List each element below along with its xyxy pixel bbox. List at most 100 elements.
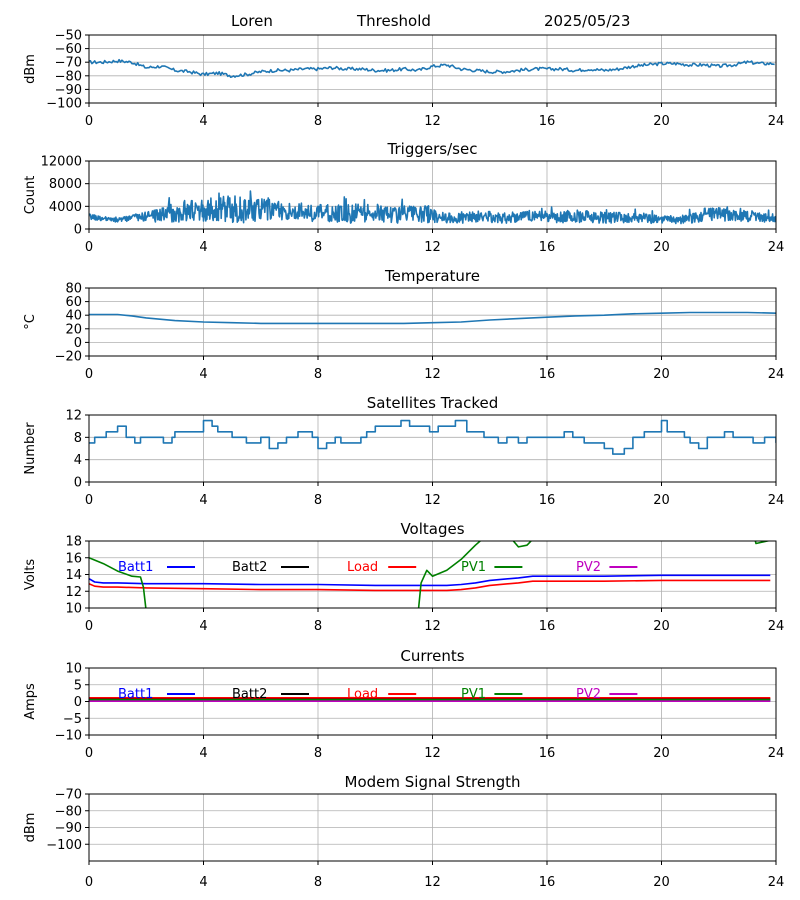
panel-title: Currents [400,647,464,665]
legend-label-load: Load [347,560,378,575]
legend-label-batt2: Batt2 [232,560,267,575]
header-mode: Threshold [357,12,431,30]
x-tick-label: 20 [653,619,670,634]
panel-modem: 0 4 8 12 16 20 24 −70−80 −90 −100 Modem Signal Str… [23,773,784,890]
series-line-load [89,579,771,592]
y-tick-label: 10 [65,662,82,677]
series-line-pv1 [89,541,772,608]
legend-label-batt2: Batt2 [232,687,267,702]
y-axis-label: dBm [23,54,38,84]
panel-title: Triggers/sec [387,140,478,158]
panel-title: Temperature [384,267,480,285]
y-tick-label: 12 [65,585,82,600]
x-tick-label: 16 [539,240,556,255]
header-station: Loren [231,12,273,30]
legend-label-pv2: PV2 [576,687,601,702]
x-tick-label: 4 [199,746,207,761]
series-line-satellites-0 [89,419,776,455]
x-tick-label: 12 [424,367,441,382]
y-tick-label: 40 [65,309,82,324]
y-tick-label: 12 [65,409,82,424]
y-tick-label: 8 [74,431,82,446]
y-tick-label: 5 [74,678,82,693]
series-line-triggers-0 [89,190,776,225]
y-tick-label: −90 [55,821,82,836]
legend-label-pv2: PV2 [576,560,601,575]
legend-label-batt1: Batt1 [118,687,153,702]
x-tick-label: 0 [85,114,93,129]
y-tick-label: 20 [65,322,82,337]
y-axis-label: Count [23,176,38,215]
x-tick-label: 8 [314,875,322,890]
x-tick-label: 20 [653,240,670,255]
x-tick-label: 4 [199,493,207,508]
x-tick-label: 16 [539,367,556,382]
panel-currents: 0 4 8 12 16 20 24 −10 −5 0 510 Currents Amps Batt1 Bat… [23,647,784,761]
series-line-signal-0 [89,58,775,78]
legend-label-batt1: Batt1 [118,560,153,575]
x-tick-label: 4 [199,240,207,255]
y-tick-label: 8000 [49,177,82,192]
x-tick-label: 0 [85,875,93,890]
x-tick-label: 12 [424,619,441,634]
x-tick-label: 24 [768,746,785,761]
series-line-batt1 [89,574,771,587]
x-tick-label: 24 [768,240,785,255]
y-axis-label: Number [23,422,38,475]
x-tick-label: 16 [539,619,556,634]
y-tick-label: −10 [55,729,82,744]
x-tick-label: 4 [199,114,207,129]
x-tick-label: 12 [424,114,441,129]
y-tick-label: 0 [74,476,82,491]
x-tick-label: 0 [85,746,93,761]
panel-triggers: 0 4 8 12 16 20 24 0 4000 8000 12000 Triggers/sec Cou… [23,140,784,255]
x-tick-label: 20 [653,746,670,761]
legend-label-pv1: PV1 [461,560,486,575]
y-tick-label: −80 [55,69,82,84]
x-tick-label: 24 [768,493,785,508]
panel-satellites: 0 4 8 12 16 20 24 0 4 8 12 Satellites Tracked Number [23,394,784,508]
y-tick-label: 10 [65,602,82,617]
y-tick-label: 14 [65,568,82,583]
y-tick-label: −90 [55,83,82,98]
x-tick-label: 20 [653,875,670,890]
y-tick-label: 0 [74,336,82,351]
header-date: 2025/05/23 [544,12,631,30]
series-line-temperature-0 [89,311,776,325]
x-tick-label: 0 [85,240,93,255]
x-tick-label: 0 [85,619,93,634]
panel-title: Modem Signal Strength [345,773,521,791]
x-tick-label: 4 [199,875,207,890]
y-tick-label: 16 [65,551,82,566]
y-tick-label: 4 [74,453,82,468]
legend-label-pv1: PV1 [461,687,486,702]
y-axis-label: Amps [23,683,38,720]
x-tick-label: 24 [768,114,785,129]
y-tick-label: 0 [74,695,82,710]
x-tick-label: 20 [653,493,670,508]
y-tick-label: −20 [55,350,82,365]
x-tick-label: 24 [768,875,785,890]
x-tick-label: 4 [199,367,207,382]
y-tick-label: −70 [55,56,82,71]
x-tick-label: 12 [424,240,441,255]
panel-signal: 0 4 8 12 16 20 24 −50−60−70−80−90−100 dBm [23,29,784,130]
x-tick-label: 8 [314,240,322,255]
x-tick-label: 20 [653,367,670,382]
y-tick-label: −80 [55,804,82,819]
y-tick-label: 60 [65,295,82,310]
y-axis-label: dBm [23,813,38,843]
y-tick-label: 0 [74,223,82,238]
y-tick-label: 80 [65,282,82,297]
x-tick-label: 8 [314,619,322,634]
x-tick-label: 12 [424,493,441,508]
x-tick-label: 8 [314,493,322,508]
y-tick-label: −5 [63,712,82,727]
x-tick-label: 8 [314,746,322,761]
x-tick-label: 4 [199,619,207,634]
x-tick-label: 8 [314,114,322,129]
x-tick-label: 12 [424,875,441,890]
